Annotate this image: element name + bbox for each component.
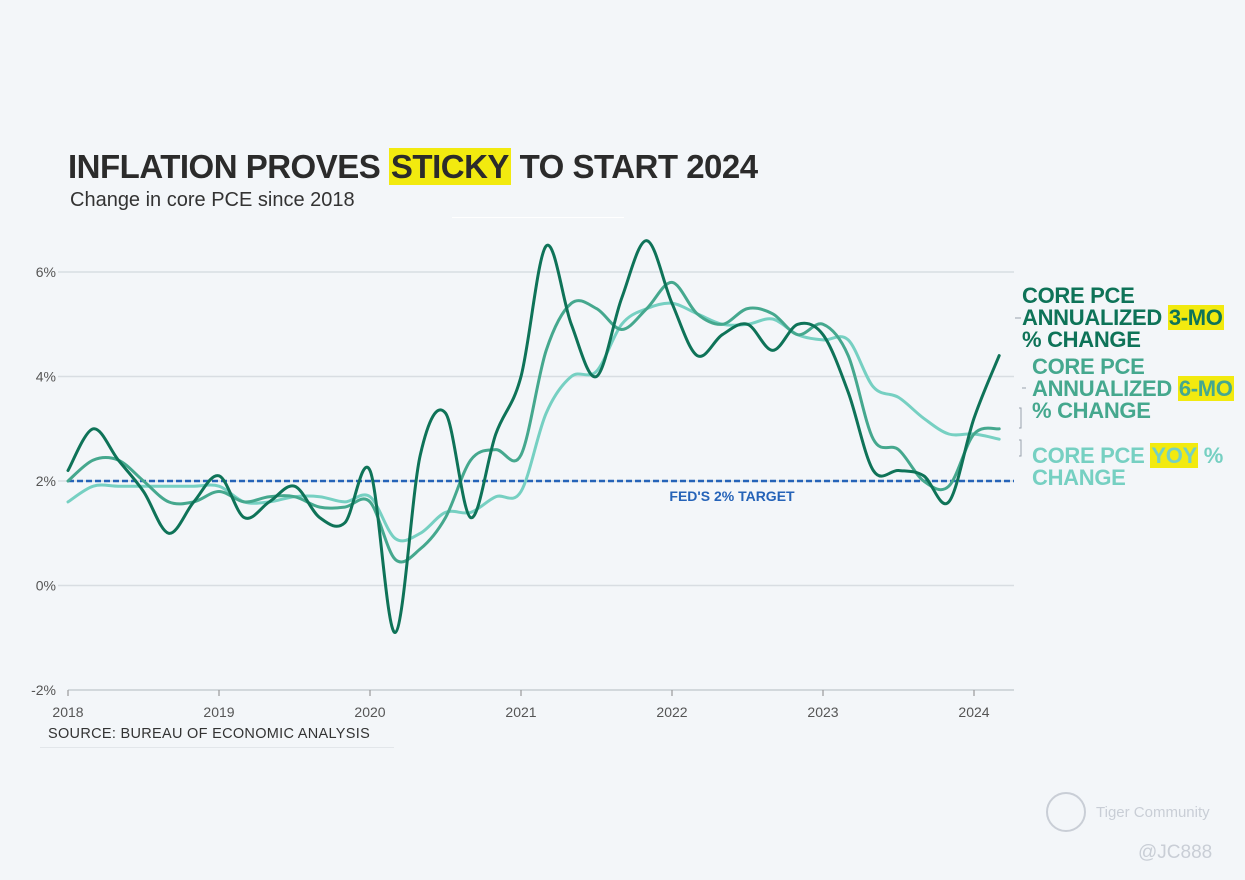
x-tick-label: 2021	[505, 704, 536, 720]
y-tick-label: 4%	[36, 369, 56, 385]
legend-yoy-highlight: YOY	[1150, 443, 1198, 468]
x-tick-label: 2023	[807, 704, 838, 720]
legend-yoy-line1c: %	[1197, 443, 1224, 468]
watermark-name: Tiger Community	[1096, 804, 1210, 821]
x-tick-label: 2024	[958, 704, 989, 720]
legend-3mo: CORE PCE ANNUALIZED 3-MO % CHANGE	[1022, 285, 1224, 351]
legend-yoy-line2: CHANGE	[1032, 465, 1126, 490]
series-line-yoy	[66, 301, 1001, 543]
target-label: FED'S 2% TARGET	[669, 488, 795, 504]
x-axis: 2018 2019 2020 2021 2022 2023 2024	[52, 689, 1014, 720]
legend-connectors	[1015, 317, 1026, 457]
chart-subtitle: Change in core PCE since 2018	[70, 189, 355, 211]
series-lines	[66, 239, 1001, 635]
legend-6mo-line2a: ANNUALIZED	[1032, 376, 1178, 401]
legend-6mo-highlight: 6-MO	[1177, 376, 1234, 401]
title-highlight: STICKY	[388, 148, 511, 185]
legend-6mo-line3: % CHANGE	[1032, 398, 1151, 423]
title-part-1: INFLATION PROVES	[68, 148, 389, 185]
legend-6mo-line1: CORE PCE	[1032, 354, 1145, 379]
y-axis: -2% 0% 2% 4% 6%	[31, 264, 56, 698]
legend-3mo-line2: ANNUALIZED 3-MO	[1022, 305, 1224, 330]
title-part-2: TO START 2024	[510, 148, 759, 185]
x-tick-label: 2019	[203, 704, 234, 720]
legend-6mo: CORE PCE ANNUALIZED 6-MO % CHANGE	[1032, 356, 1234, 422]
chart-title: INFLATION PROVES STICKY TO START 2024	[68, 148, 758, 186]
legend-3mo-line1: CORE PCE	[1022, 283, 1135, 308]
legend-3mo-line3: % CHANGE	[1022, 327, 1141, 352]
x-tick-label: 2022	[656, 704, 687, 720]
watermark-handle: @JC888	[1138, 842, 1213, 863]
legend-3mo-line2a: ANNUALIZED	[1022, 305, 1168, 330]
y-tick-label: 2%	[36, 473, 56, 489]
legend-bracket-yoy	[1019, 439, 1022, 457]
legend-3mo-highlight: 3-MO	[1167, 305, 1224, 330]
x-tick-label: 2020	[354, 704, 385, 720]
series-line-3mo	[66, 239, 1001, 635]
decorative-divider	[452, 217, 624, 218]
source-note: SOURCE: BUREAU OF ECONOMIC ANALYSIS	[40, 726, 394, 748]
legend-6mo-line2: ANNUALIZED 6-MO	[1032, 376, 1234, 401]
y-tick-label: 0%	[36, 578, 56, 594]
legend-bracket-6mo	[1019, 407, 1022, 429]
legend-yoy: CORE PCE YOY % CHANGE	[1032, 443, 1224, 490]
legend-yoy-line1a: CORE PCE	[1032, 443, 1151, 468]
watermark: Tiger Community @JC888	[1046, 792, 1236, 863]
legend-yoy-line1: CORE PCE YOY %	[1032, 443, 1224, 468]
y-tick-label: 6%	[36, 264, 56, 280]
y-tick-label: -2%	[31, 682, 56, 698]
series-line-6mo	[66, 280, 1001, 564]
x-tick-label: 2018	[52, 704, 83, 720]
tiger-logo-icon	[1046, 792, 1086, 832]
